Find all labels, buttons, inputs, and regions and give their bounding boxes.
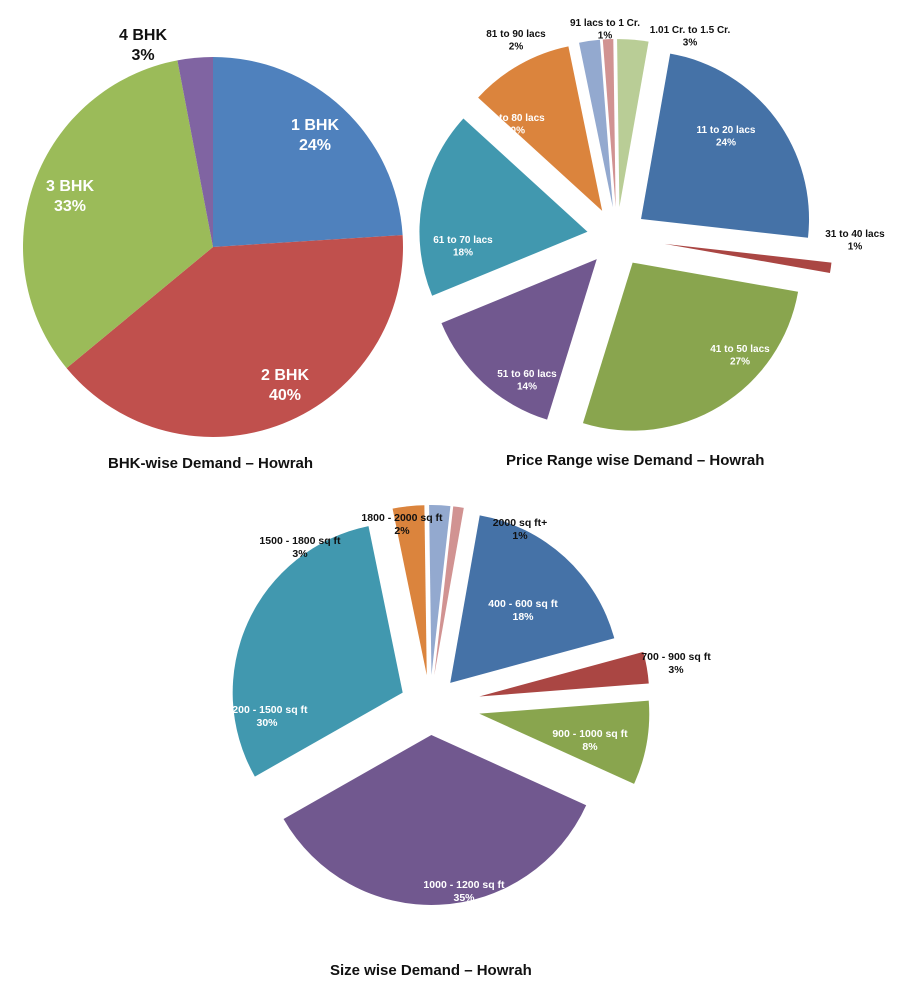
price-slice-71-to-80-lacs [478,46,603,211]
size-label-700-900-sq-ft: 700 - 900 sq ft 3% [641,651,711,676]
size-label-1800-2000-sq-ft: 1800 - 2000 sq ft 2% [361,512,443,537]
size-slice-2000-sq-ft [434,506,464,676]
price-slice-1-01-cr-to-1-5-cr [617,39,649,208]
price-chart-title: Price Range wise Demand – Howrah [506,452,765,469]
price-label-41-to-50-lacs: 41 to 50 lacs 27% [710,344,770,368]
bhk-label-2-bhk: 2 BHK 40% [261,367,309,404]
bhk-chart-title: BHK-wise Demand – Howrah [108,455,314,472]
bhk-slice-1-bhk [213,57,403,247]
price-label-61-to-70-lacs: 61 to 70 lacs 18% [433,235,493,259]
size-label-2000-sq-ft: 2000 sq ft+ 1% [493,517,548,542]
price-label-11-to-20-lacs: 11 to 20 lacs 24% [697,125,756,149]
price-slice-61-to-70-lacs [419,118,588,296]
size-label-1000-1200-sq-ft: 1000 - 1200 sq ft 35% [423,879,505,904]
price-slice-51-to-60-lacs [441,259,597,420]
price-label-81-to-90-lacs: 81 to 90 lacs 2% [486,29,546,53]
size-label-1500-1800-sq-ft: 1500 - 1800 sq ft 3% [259,535,341,560]
bhk-label-1-bhk: 1 BHK 24% [291,117,339,154]
size-slice-900-1000-sq-ft [479,700,650,784]
bhk-label-4-bhk: 4 BHK 3% [119,27,167,64]
price-label-1-01-cr-to-1-5-cr: 1.01 Cr. to 1.5 Cr. 3% [650,25,731,49]
price-slice-91-lacs-to-1-cr [602,39,616,208]
bhk-slice-4-bhk [177,57,213,247]
bhk-slice-3-bhk [22,60,213,369]
size-label-1200-1500-sq-ft: 1200 - 1500 sq ft 30% [226,704,308,729]
size-slice-700-900-sq-ft [479,651,649,697]
price-label-51-to-60-lacs: 51 to 60 lacs 14% [497,369,557,393]
price-label-31-to-40-lacs: 31 to 40 lacs 1% [825,229,885,253]
bhk-label-3-bhk: 3 BHK 33% [46,178,94,215]
price-label-91-lacs-to-1-cr: 91 lacs to 1 Cr. 1% [570,18,640,42]
price-label-71-to-80-lacs: 71 to 80 lacs 10% [485,113,545,137]
price-slice-41-to-50-lacs [582,262,799,431]
size-slice-400-600-sq-ft [450,515,615,683]
size-slice-1500-1800-sq-ft [392,505,427,676]
size-slice-1200-1500-sq-ft [232,526,403,777]
price-slice-31-to-40-lacs [664,243,832,274]
price-slice-81-to-90-lacs [579,39,613,208]
bhk-slice-2-bhk [66,235,404,438]
price-slice-11-to-20-lacs [641,53,810,238]
size-label-400-600-sq-ft: 400 - 600 sq ft 18% [488,598,558,623]
size-chart-title: Size wise Demand – Howrah [330,962,532,979]
size-slice-1000-1200-sq-ft [283,734,587,905]
size-slice-1800-2000-sq-ft [429,505,451,676]
size-label-900-1000-sq-ft: 900 - 1000 sq ft 8% [552,728,628,753]
